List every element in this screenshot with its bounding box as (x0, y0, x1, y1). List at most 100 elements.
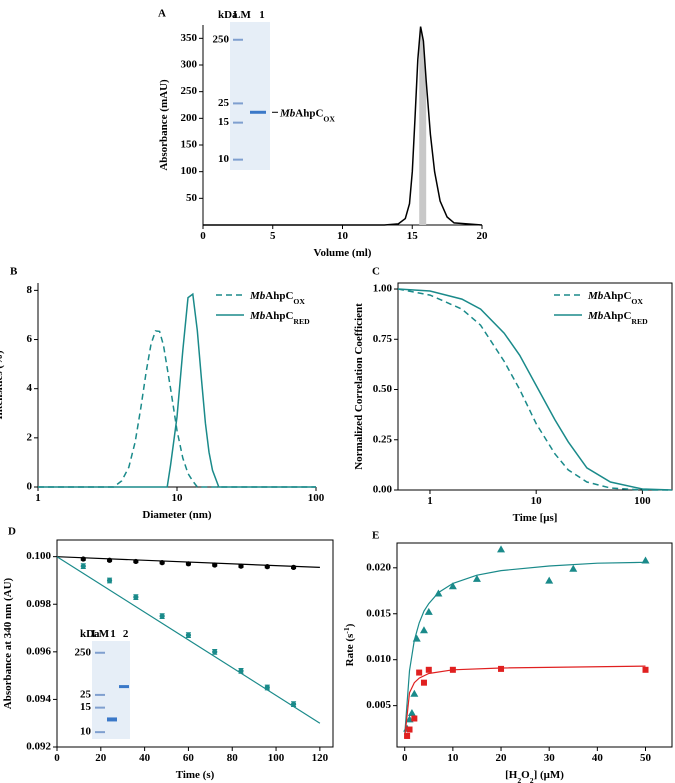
y-axis-label: Absorbance at 340 nm (AU) (2, 577, 14, 709)
plot-frame (397, 282, 673, 491)
point (212, 649, 218, 655)
gel (92, 641, 130, 739)
gel-ladder-band (233, 121, 243, 124)
x-tick-label: 40 (139, 752, 151, 764)
y-tick-label: 150 (181, 139, 198, 151)
legend-label-part: Mb (587, 310, 604, 322)
gel-header: LM (233, 9, 251, 21)
point (80, 563, 86, 569)
plot-frame (56, 539, 334, 748)
x-axis-label: [H2O2] (μM) (505, 769, 564, 783)
x-axis-label: Time (s) (176, 769, 215, 781)
point (419, 626, 428, 634)
legend-label-part: AhpC (265, 290, 293, 302)
gel-header: 1 (110, 628, 116, 640)
point (448, 582, 457, 590)
y-tick-label: 0.25 (373, 433, 393, 445)
x-tick-label: 0 (402, 752, 408, 764)
x-axis-label: Volume (ml) (314, 247, 372, 259)
line (203, 26, 483, 226)
point (290, 701, 297, 707)
plot-frame (396, 542, 673, 748)
x-tick-label: 30 (544, 752, 556, 764)
x-tick-label: 10 (447, 752, 459, 764)
line (38, 330, 316, 488)
point (407, 709, 416, 716)
y-tick-label: 100 (181, 165, 198, 177)
y-tick-label: 0.75 (373, 333, 393, 345)
gel-ladder-band (95, 693, 105, 696)
gel-header: 2 (123, 628, 129, 640)
annotation-part: OX (323, 114, 335, 123)
y-tick-label: 0.092 (26, 741, 51, 753)
point (185, 632, 192, 638)
gel-header: 1 (259, 9, 265, 21)
x-axis-label-part: O (521, 769, 530, 781)
x-tick-label: 20 (477, 230, 489, 242)
y-tick-label: 200 (181, 112, 198, 124)
y-axis-label-part: -1 (342, 627, 351, 634)
gel-header: kDa (80, 628, 100, 640)
y-axis-label: Intensities (%) (0, 350, 5, 420)
point (642, 666, 649, 673)
x-tick-label: 10 (531, 495, 543, 507)
y-tick-label: 0 (27, 481, 33, 493)
point (472, 574, 481, 582)
y-tick-label: 0.00 (373, 484, 393, 496)
legend-label: MbAhpCRED (249, 310, 310, 326)
panel-label: D (8, 526, 16, 538)
y-tick-label: 0.096 (26, 645, 51, 657)
point (264, 684, 270, 691)
y-tick-label: 0.010 (366, 653, 391, 665)
legend-label-part: RED (631, 317, 648, 326)
legend-label-part: AhpC (603, 310, 631, 322)
point (238, 563, 244, 569)
point (406, 726, 413, 733)
y-tick-label: 0.100 (26, 550, 51, 562)
legend-label-part: Mb (587, 290, 604, 302)
x-tick-label: 20 (95, 752, 107, 764)
x-tick-label: 0 (200, 230, 206, 242)
legend-label: MbAhpCRED (587, 310, 648, 326)
x-tick-label: 20 (496, 752, 508, 764)
panel-label: B (10, 266, 18, 278)
point (498, 665, 505, 672)
point (434, 589, 443, 597)
gel-marker: 15 (218, 116, 230, 128)
y-axis-label: Normalized Correlation Coefficient (353, 303, 365, 470)
y-tick-label: 0.094 (26, 693, 51, 705)
y-axis-label: Rate (s-1) (342, 623, 357, 666)
gel-marker: 25 (80, 688, 92, 700)
point (159, 560, 165, 566)
gel-marker: 250 (213, 33, 230, 45)
panel-label: C (372, 266, 380, 278)
line (397, 288, 673, 491)
y-axis-label-part: ) (344, 623, 356, 627)
y-tick-label: 300 (181, 59, 198, 71)
point (410, 689, 419, 697)
x-tick-label: 1 (427, 495, 433, 507)
y-tick-label: 2 (27, 431, 33, 443)
y-tick-label: 8 (27, 284, 33, 296)
point (641, 556, 650, 564)
point (133, 558, 139, 565)
point (106, 557, 113, 563)
x-tick-label: 100 (268, 752, 285, 764)
gel-band (107, 717, 117, 722)
point (424, 607, 433, 615)
fit-line (404, 665, 646, 738)
legend-label-part: OX (293, 297, 305, 306)
line (38, 292, 316, 488)
point (133, 594, 139, 600)
gel-ladder-band (95, 651, 105, 654)
gel-ladder-band (95, 706, 105, 709)
gel-header: kDa (218, 9, 238, 21)
point (290, 564, 297, 570)
point (425, 666, 432, 673)
annotation-part: AhpC (295, 107, 323, 119)
x-tick-label: 40 (592, 752, 604, 764)
legend-label-part: AhpC (265, 310, 293, 322)
panel-label: E (372, 530, 379, 542)
point (212, 562, 218, 568)
